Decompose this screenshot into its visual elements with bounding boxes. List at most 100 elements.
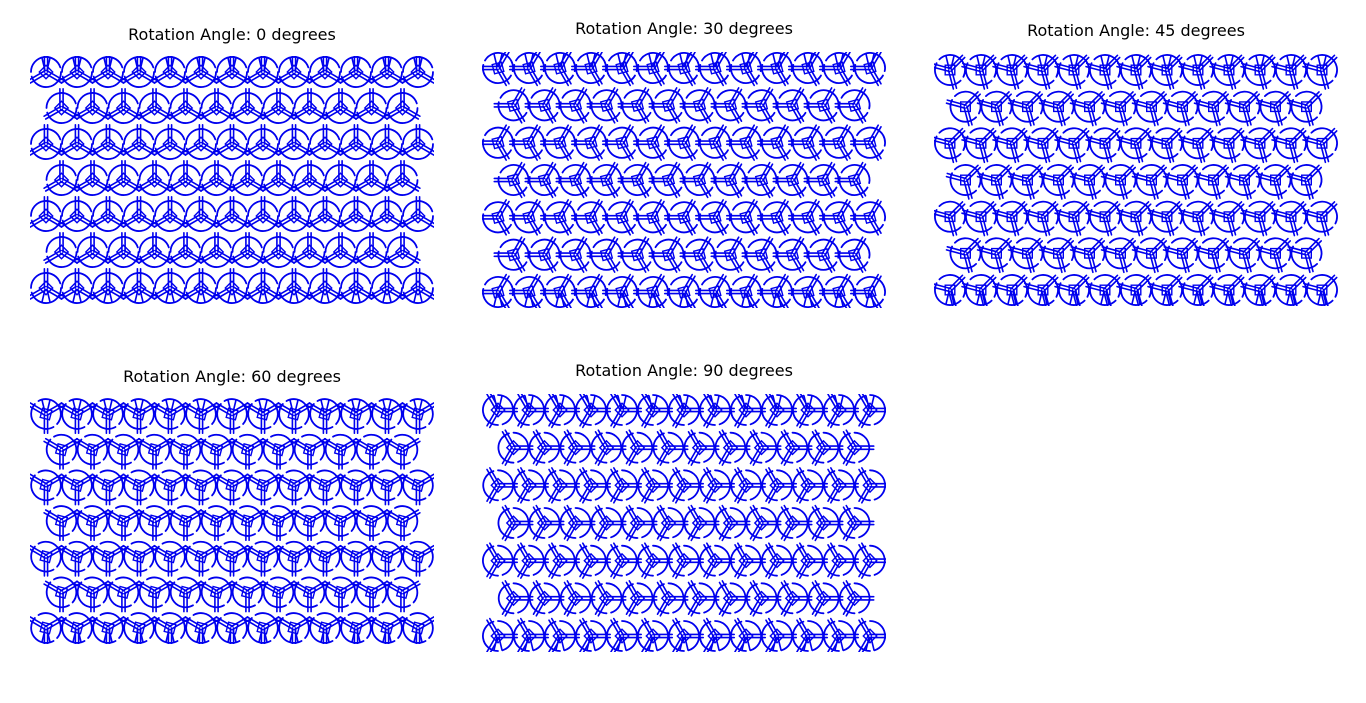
lattice-stroke (69, 280, 85, 296)
lattice-stroke (1182, 282, 1210, 306)
lattice-pattern (30, 398, 434, 644)
lattice-stroke (270, 433, 295, 461)
lattice-stroke (182, 619, 201, 631)
lattice-stroke (1120, 282, 1148, 306)
lattice-stroke (823, 394, 840, 426)
lattice-stroke (497, 101, 528, 122)
lattice-stroke (154, 287, 186, 304)
lattice-stroke (858, 619, 870, 638)
lattice-stroke (193, 64, 209, 80)
lattice-stroke (356, 251, 388, 268)
lattice-stroke (792, 213, 822, 234)
lattice-stroke (946, 172, 967, 180)
lattice-stroke (776, 250, 807, 271)
lattice-stroke (1130, 137, 1142, 149)
lattice-stroke (718, 431, 730, 450)
lattice-stroke (761, 288, 791, 308)
lattice-stroke (399, 476, 418, 488)
lattice-stroke (588, 273, 600, 292)
lattice-stroke (41, 288, 46, 303)
lattice-stroke (1171, 237, 1199, 261)
lattice-stroke (325, 213, 344, 225)
lattice-stroke (54, 585, 69, 600)
lattice-stroke (1317, 290, 1322, 305)
lattice-stroke (497, 620, 514, 652)
lattice-stroke (1131, 175, 1152, 183)
lattice-stroke (566, 580, 578, 599)
lattice-stroke (332, 244, 349, 260)
lattice-stroke (765, 634, 777, 652)
lattice-stroke (712, 217, 724, 236)
lattice-stroke (340, 545, 365, 573)
lattice-stroke (348, 136, 364, 152)
lattice-stroke (106, 616, 125, 628)
lattice-stroke (1140, 237, 1168, 261)
lattice-stroke (53, 576, 78, 604)
lattice-stroke (599, 247, 614, 262)
lattice-stroke (1306, 240, 1322, 256)
lattice-stroke (1256, 246, 1277, 253)
lattice-stroke (666, 105, 678, 124)
lattice-stroke (75, 216, 94, 228)
lattice-stroke (811, 596, 823, 615)
lattice-stroke (934, 62, 962, 86)
lattice-pattern (934, 54, 1338, 306)
lattice-stroke (770, 210, 784, 225)
lattice-stroke (1031, 200, 1059, 225)
lattice-stroke (232, 628, 237, 643)
lattice-stroke (1099, 284, 1111, 296)
lattice-stroke (120, 476, 139, 488)
lattice-stroke (275, 285, 294, 297)
lattice-stroke (278, 583, 297, 595)
lattice-stroke (853, 582, 871, 614)
lattice-stroke (384, 249, 403, 261)
lattice-stroke (1194, 172, 1215, 180)
lattice-stroke (799, 410, 811, 429)
lattice-stroke (590, 620, 607, 652)
lattice-stroke (293, 510, 318, 537)
lattice-stroke (830, 560, 842, 579)
lattice-stroke (154, 105, 173, 117)
lattice-stroke (675, 560, 687, 579)
lattice-stroke (277, 216, 296, 228)
lattice-stroke (615, 61, 629, 75)
lattice-stroke (232, 399, 237, 414)
lattice-stroke (854, 620, 871, 652)
lattice-stroke (139, 399, 144, 414)
lattice-stroke (309, 215, 341, 232)
lattice-stroke (1062, 127, 1090, 151)
lattice-stroke (776, 620, 793, 652)
lattice-stroke (1042, 172, 1070, 196)
lattice-stroke (482, 213, 512, 234)
lattice-stroke (669, 178, 681, 197)
lattice-stroke (120, 285, 139, 297)
lattice-stroke (294, 141, 313, 153)
lattice-stroke (1270, 247, 1281, 259)
lattice-stroke (1319, 216, 1327, 237)
lattice-stroke (46, 107, 78, 124)
lattice-stroke (687, 446, 699, 465)
lattice-stroke (120, 405, 139, 417)
lattice-stroke (1291, 276, 1307, 292)
lattice-stroke (512, 582, 530, 614)
lattice-stroke (838, 583, 856, 615)
lattice-stroke (814, 523, 826, 542)
lattice-stroke (247, 272, 279, 289)
lattice-stroke (45, 164, 77, 181)
lattice-stroke (213, 213, 232, 225)
lattice-stroke (944, 211, 956, 223)
lattice-stroke (646, 135, 660, 150)
lattice-stroke (579, 394, 591, 412)
lattice-stroke (1279, 127, 1307, 151)
lattice-stroke (60, 216, 79, 228)
lattice-stroke (770, 285, 784, 299)
lattice-stroke (387, 251, 419, 268)
lattice-stroke (776, 544, 793, 576)
lattice-stroke (30, 200, 62, 217)
lattice-stroke (760, 507, 778, 539)
lattice-stroke (591, 52, 603, 70)
lattice-stroke (588, 142, 600, 161)
lattice-stroke (641, 483, 653, 502)
lattice-stroke (1056, 91, 1072, 107)
lattice-stroke (604, 161, 616, 180)
